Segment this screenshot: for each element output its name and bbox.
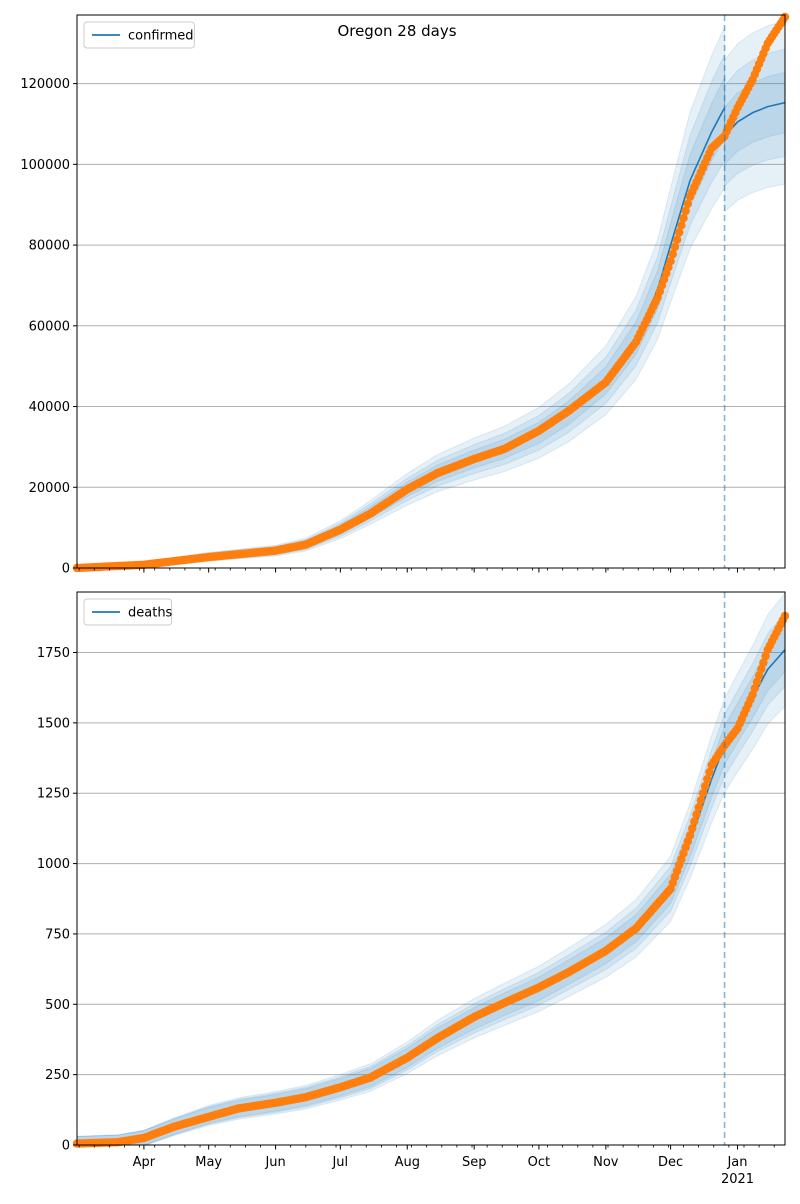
x-tick-label: Apr: [133, 1155, 156, 1170]
observed-point: [698, 789, 708, 798]
observed-point: [750, 684, 759, 693]
axes-frame: [76, 14, 786, 569]
observed-point: [685, 831, 695, 840]
observed-point: [703, 774, 712, 784]
y-tick-label: 1750: [37, 646, 70, 661]
x-tick-label: Jun: [264, 1155, 285, 1170]
observed-point: [666, 257, 675, 266]
y-tick-label: 1000: [37, 857, 70, 872]
y-tick-label: 20000: [29, 481, 70, 496]
observed-point: [679, 214, 688, 223]
observed-point: [675, 228, 684, 237]
x-tick-label: Aug: [395, 1155, 420, 1170]
observed-point: [668, 249, 677, 259]
observed-point: [761, 651, 770, 661]
x-tick-label: Sep: [462, 1155, 487, 1170]
y-tick-label: 100000: [20, 158, 70, 173]
observed-point: [677, 221, 686, 230]
legend-label: confirmed: [128, 29, 194, 44]
figure-title: Oregon 28 days: [337, 22, 456, 40]
y-tick-label: 60000: [29, 319, 70, 334]
x-tick-label: Jan: [726, 1155, 747, 1170]
observed-point: [696, 796, 705, 805]
observed-point: [688, 824, 697, 833]
y-tick-label: 500: [45, 998, 70, 1013]
y-tick-label: 0: [62, 562, 70, 577]
observed-point: [672, 235, 682, 244]
legend-box: [83, 21, 195, 49]
observed-point: [681, 206, 690, 216]
observed-point: [690, 817, 699, 826]
observed-point: [694, 803, 703, 812]
y-tick-label: 1250: [37, 787, 70, 802]
x-tick-label: May: [195, 1155, 222, 1170]
y-tick-label: 120000: [20, 77, 70, 92]
observed-point: [692, 810, 701, 819]
observed-point: [757, 664, 766, 674]
y-tick-label: 750: [45, 927, 70, 942]
observed-point: [683, 199, 693, 208]
confirmed-panel: 0 20000 40000 60000 80000 100000 120000 confirm…: [20, 12, 790, 577]
y-tick-label: 250: [45, 1068, 70, 1083]
x-tick-label: Oct: [528, 1155, 550, 1170]
observed-point: [705, 767, 714, 777]
axes-frame: [76, 591, 786, 1146]
x-year-label: 2021: [721, 1172, 754, 1187]
observed-point: [748, 690, 757, 699]
legend-label: deaths: [128, 606, 173, 621]
observed-point: [700, 782, 710, 791]
x-tick-label: Dec: [658, 1155, 683, 1170]
legend: confirmed: [83, 21, 195, 49]
y-tick-label: 40000: [29, 400, 70, 415]
y-tick-label: 80000: [29, 239, 70, 254]
x-tick-label: Nov: [593, 1155, 619, 1170]
y-tick-label: 0: [62, 1139, 70, 1154]
observed-point: [752, 677, 762, 687]
deaths-panel: 0 250 500 750 1000 1250 1500 1750 Apr May Jun Jul Au…: [37, 591, 790, 1187]
legend-box: [83, 598, 173, 626]
forecast-model-line: [723, 101, 786, 137]
x-tick-label: Jul: [331, 1155, 348, 1170]
legend: deaths: [83, 598, 173, 626]
observed-point: [670, 242, 680, 252]
y-tick-label: 1500: [37, 716, 70, 731]
observed-point: [754, 671, 764, 680]
observed-point: [759, 658, 768, 667]
